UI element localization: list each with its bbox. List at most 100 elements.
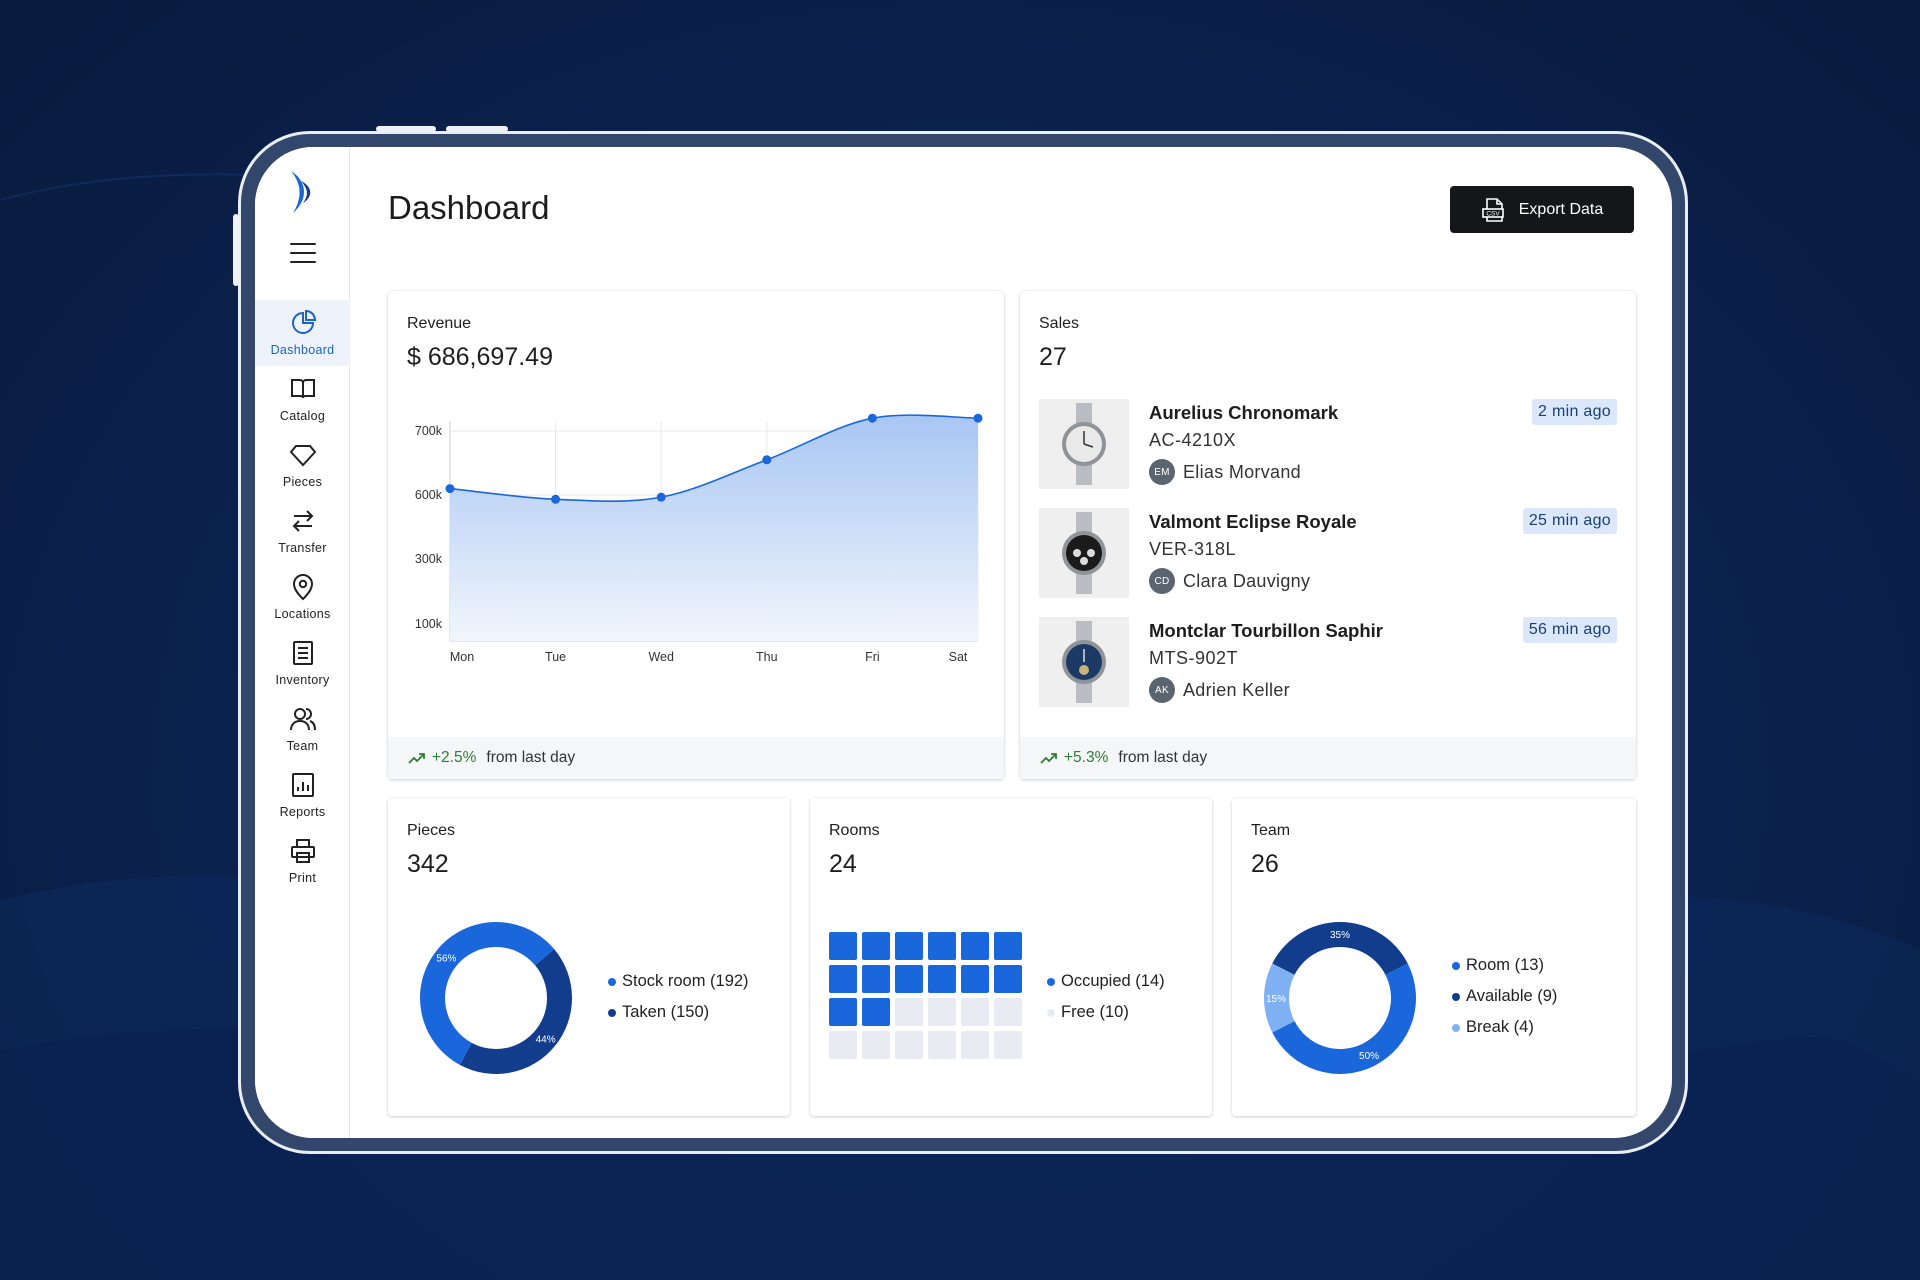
sidebar-item-label: Team — [286, 739, 319, 753]
room-cell[interactable] — [829, 965, 857, 993]
revenue-card: Revenue $ 686,697.49 700k 600k 300k 100k Mon… — [388, 291, 1004, 779]
room-cell[interactable] — [895, 1031, 923, 1059]
room-cell[interactable] — [862, 965, 890, 993]
avatar: CD — [1149, 568, 1175, 594]
sidebar-nav: Dashboard Catalog Pieces Transfer Locati… — [255, 300, 350, 894]
sidebar-item-label: Dashboard — [270, 343, 335, 357]
room-cell[interactable] — [829, 1031, 857, 1059]
y-tick-label: 100k — [415, 617, 443, 631]
sidebar-item-label: Transfer — [278, 541, 327, 555]
legend-item: Occupied (14) — [1047, 966, 1165, 997]
data-point — [973, 413, 983, 423]
room-cell[interactable] — [994, 965, 1022, 993]
location-pin-icon — [292, 574, 313, 601]
room-cell[interactable] — [994, 1031, 1022, 1059]
sidebar-item-pieces[interactable]: Pieces — [255, 432, 350, 498]
pieces-donut-chart: 44% 56% — [419, 922, 572, 1074]
book-icon — [290, 379, 315, 399]
sidebar-item-locations[interactable]: Locations — [255, 564, 350, 630]
page-title: Dashboard — [388, 189, 550, 226]
x-tick-label: Fri — [865, 650, 880, 664]
sidebar-item-dashboard[interactable]: Dashboard — [255, 300, 350, 366]
room-cell[interactable] — [928, 932, 956, 960]
logo-icon — [291, 171, 311, 213]
revenue-change-suffix: from last day — [486, 749, 576, 766]
export-data-label: Export Data — [1518, 200, 1604, 218]
data-point — [762, 455, 772, 465]
avatar: EM — [1149, 459, 1175, 485]
slice-label: 44% — [536, 1034, 556, 1045]
sale-user: EM Elias Morvand — [1149, 459, 1301, 485]
sidebar-item-print[interactable]: Print — [255, 828, 350, 894]
revenue-value: $ 686,697.49 — [407, 343, 553, 371]
pie-chart-icon — [291, 309, 316, 334]
list-item[interactable]: Valmont Eclipse Royale VER-318L CD Clara… — [1039, 508, 1617, 600]
sales-value: 27 — [1039, 343, 1067, 371]
printer-icon — [290, 839, 315, 863]
room-cell[interactable] — [895, 965, 923, 993]
trend-up-icon — [408, 753, 425, 764]
watch-image — [1039, 399, 1129, 489]
main-content: Dashboard CSV Export Data Revenue $ 686,… — [350, 147, 1672, 1138]
team-donut-chart: 35% 50% 15% — [1264, 922, 1416, 1074]
tablet-button — [446, 126, 508, 132]
tablet-button — [376, 126, 436, 132]
data-point — [867, 413, 877, 423]
room-cell[interactable] — [862, 932, 890, 960]
room-cell[interactable] — [862, 1031, 890, 1059]
sidebar-item-inventory[interactable]: Inventory — [255, 630, 350, 696]
sidebar-item-label: Reports — [279, 805, 326, 819]
rooms-value: 24 — [829, 850, 857, 878]
sidebar-item-team[interactable]: Team — [255, 696, 350, 762]
room-cell[interactable] — [829, 932, 857, 960]
room-cell[interactable] — [895, 932, 923, 960]
legend-item: Taken (150) — [608, 997, 749, 1028]
rooms-grid — [829, 932, 1022, 1059]
slice-label: 15% — [1266, 994, 1286, 1005]
room-cell[interactable] — [829, 998, 857, 1026]
sidebar-item-label: Print — [288, 871, 317, 885]
revenue-area — [450, 415, 978, 641]
room-cell[interactable] — [928, 965, 956, 993]
sidebar-item-catalog[interactable]: Catalog — [255, 366, 350, 432]
rooms-card: Rooms 24 Occupied (14) Free (10) — [810, 798, 1212, 1116]
data-point — [445, 484, 455, 494]
list-item[interactable]: Montclar Tourbillon Saphir MTS-902T AK A… — [1039, 617, 1617, 709]
room-cell[interactable] — [994, 998, 1022, 1026]
donut-slice — [1272, 963, 1416, 1074]
revenue-change: +2.5% — [432, 749, 477, 766]
room-cell[interactable] — [961, 965, 989, 993]
room-cell[interactable] — [961, 1031, 989, 1059]
sidebar-item-label: Inventory — [275, 673, 330, 687]
room-cell[interactable] — [961, 998, 989, 1026]
list-document-icon — [292, 641, 313, 665]
room-cell[interactable] — [994, 932, 1022, 960]
sale-product-name: Valmont Eclipse Royale — [1149, 511, 1357, 532]
x-tick-label: Thu — [756, 650, 778, 664]
room-cell[interactable] — [862, 998, 890, 1026]
menu-icon[interactable] — [290, 243, 316, 263]
sidebar-item-transfer[interactable]: Transfer — [255, 498, 350, 564]
sidebar-item-label: Locations — [274, 607, 331, 621]
sidebar-item-reports[interactable]: Reports — [255, 762, 350, 828]
avatar: AK — [1149, 677, 1175, 703]
sale-user-name: Adrien Keller — [1183, 679, 1290, 700]
room-cell[interactable] — [928, 1031, 956, 1059]
team-legend: Room (13) Available (9) Break (4) — [1452, 950, 1557, 1043]
room-cell[interactable] — [895, 998, 923, 1026]
list-item[interactable]: Aurelius Chronomark AC-4210X EM Elias Mo… — [1039, 399, 1617, 491]
people-icon — [289, 708, 316, 731]
room-cell[interactable] — [961, 932, 989, 960]
diamond-icon — [289, 445, 316, 467]
y-tick-label: 700k — [415, 424, 443, 438]
data-point — [551, 494, 561, 504]
export-data-button[interactable]: CSV Export Data — [1450, 186, 1634, 233]
sales-change: +5.3% — [1064, 749, 1109, 766]
slice-label: 35% — [1330, 930, 1350, 941]
pieces-value: 342 — [407, 850, 449, 878]
team-card: Team 26 35% 50% 15% Room (13) Available (9… — [1232, 798, 1636, 1116]
room-cell[interactable] — [928, 998, 956, 1026]
y-tick-label: 600k — [415, 488, 443, 502]
tablet-side-button — [233, 214, 239, 286]
app-screen: Dashboard Catalog Pieces Transfer Locati… — [255, 147, 1672, 1138]
